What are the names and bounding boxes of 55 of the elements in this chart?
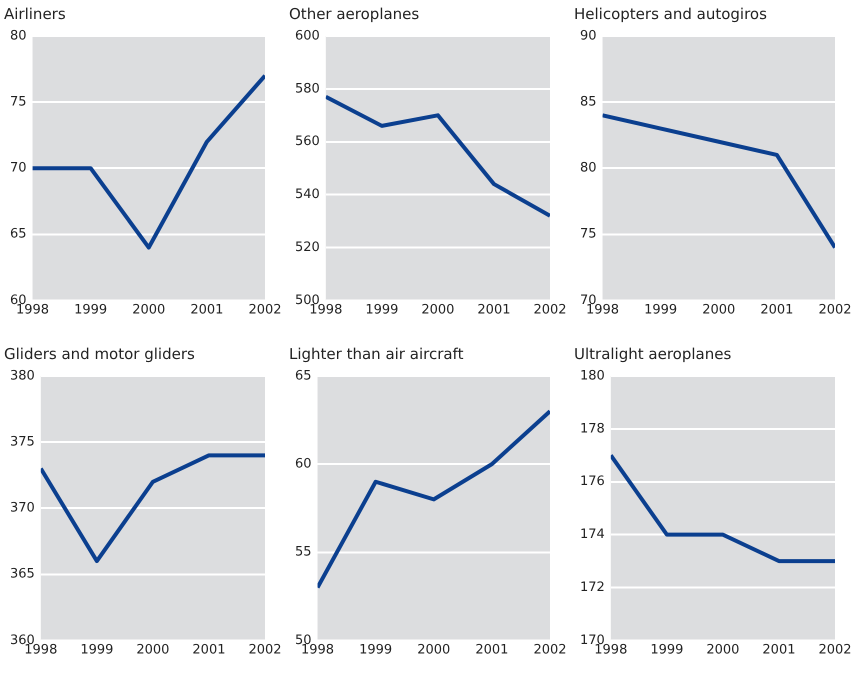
x-tick-label: 2001 <box>477 302 510 318</box>
x-tick-label: 2002 <box>248 642 282 658</box>
x-tick-label: 2002 <box>533 642 567 658</box>
x-tick-label: 2000 <box>706 642 740 658</box>
y-tick-label: 55 <box>294 544 312 560</box>
chart-title: Lighter than air aircraft <box>289 344 464 363</box>
chart-title: Airliners <box>4 4 66 23</box>
y-tick-label: 560 <box>294 134 320 150</box>
y-tick-label: 80 <box>580 160 597 176</box>
x-tick-label: 1999 <box>365 302 398 318</box>
y-tick-label: 172 <box>580 580 605 595</box>
y-tick-label: 580 <box>294 81 320 96</box>
y-tick-label: 90 <box>580 28 597 44</box>
y-tick-label: 65 <box>10 226 27 242</box>
x-tick-label: 1999 <box>74 302 108 318</box>
x-tick-label: 2001 <box>192 642 226 658</box>
y-tick-label: 375 <box>10 434 35 450</box>
x-tick-label: 2001 <box>762 642 796 658</box>
x-tick-label: 2001 <box>190 302 224 318</box>
y-tick-label: 600 <box>294 28 320 44</box>
chart-title: Helicopters and autogiros <box>574 4 768 23</box>
y-tick-label: 174 <box>580 527 605 542</box>
x-tick-label: 1999 <box>650 642 684 658</box>
x-tick-label: 2000 <box>136 642 170 658</box>
x-tick-label: 1999 <box>644 302 678 318</box>
x-tick-label: 2002 <box>533 302 567 318</box>
y-tick-label: 520 <box>294 240 320 255</box>
y-tick-label: 80 <box>10 28 27 44</box>
x-tick-label: 1999 <box>80 642 114 658</box>
y-tick-label: 176 <box>580 474 605 490</box>
chart-title: Ultralight aeroplanes <box>574 344 732 363</box>
y-tick-label: 85 <box>580 94 597 110</box>
y-tick-label: 70 <box>10 160 27 176</box>
y-tick-label: 380 <box>10 368 35 384</box>
x-tick-label: 2002 <box>248 302 282 318</box>
y-tick-label: 75 <box>580 226 597 242</box>
y-tick-label: 370 <box>10 500 35 516</box>
y-tick-label: 65 <box>294 368 312 384</box>
chart-title: Other aeroplanes <box>289 4 420 23</box>
x-tick-label: 2002 <box>818 642 852 658</box>
x-tick-label: 2001 <box>475 642 508 658</box>
y-tick-label: 540 <box>294 187 320 202</box>
x-tick-label: 2000 <box>702 302 736 318</box>
x-tick-label: 2002 <box>818 302 852 318</box>
y-tick-label: 365 <box>10 566 35 582</box>
x-tick-label: 2001 <box>760 302 794 318</box>
chart-title: Gliders and motor gliders <box>4 344 196 363</box>
y-tick-label: 60 <box>294 456 312 472</box>
y-tick-label: 178 <box>580 421 605 436</box>
x-tick-label: 2000 <box>417 642 450 658</box>
x-tick-label: 2000 <box>132 302 166 318</box>
y-tick-label: 180 <box>580 368 605 384</box>
x-tick-label: 1999 <box>359 642 392 658</box>
y-tick-label: 75 <box>10 94 27 110</box>
x-tick-label: 2000 <box>421 302 454 318</box>
